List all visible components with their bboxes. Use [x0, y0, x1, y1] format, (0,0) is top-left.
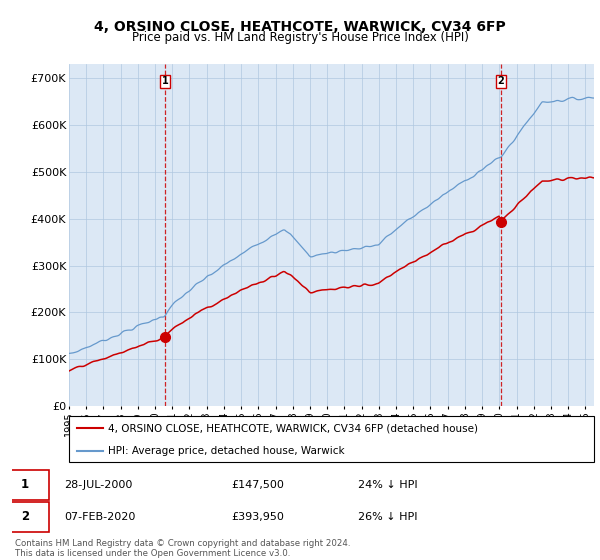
Text: 4, ORSINO CLOSE, HEATHCOTE, WARWICK, CV34 6FP: 4, ORSINO CLOSE, HEATHCOTE, WARWICK, CV3… — [94, 20, 506, 34]
Text: 2: 2 — [497, 77, 504, 86]
Text: Price paid vs. HM Land Registry's House Price Index (HPI): Price paid vs. HM Land Registry's House … — [131, 31, 469, 44]
Text: 07-FEB-2020: 07-FEB-2020 — [64, 512, 135, 522]
Text: £147,500: £147,500 — [231, 480, 284, 490]
FancyBboxPatch shape — [1, 470, 49, 500]
Text: 1: 1 — [21, 478, 29, 492]
Text: 28-JUL-2000: 28-JUL-2000 — [64, 480, 132, 490]
Text: HPI: Average price, detached house, Warwick: HPI: Average price, detached house, Warw… — [109, 446, 345, 455]
Text: 4, ORSINO CLOSE, HEATHCOTE, WARWICK, CV34 6FP (detached house): 4, ORSINO CLOSE, HEATHCOTE, WARWICK, CV3… — [109, 423, 478, 433]
Text: 26% ↓ HPI: 26% ↓ HPI — [358, 512, 417, 522]
Text: £393,950: £393,950 — [231, 512, 284, 522]
FancyBboxPatch shape — [1, 502, 49, 532]
FancyBboxPatch shape — [69, 416, 594, 462]
Text: Contains HM Land Registry data © Crown copyright and database right 2024.
This d: Contains HM Land Registry data © Crown c… — [15, 539, 350, 558]
Text: 2: 2 — [21, 510, 29, 524]
Text: 1: 1 — [161, 77, 168, 86]
Text: 24% ↓ HPI: 24% ↓ HPI — [358, 480, 417, 490]
